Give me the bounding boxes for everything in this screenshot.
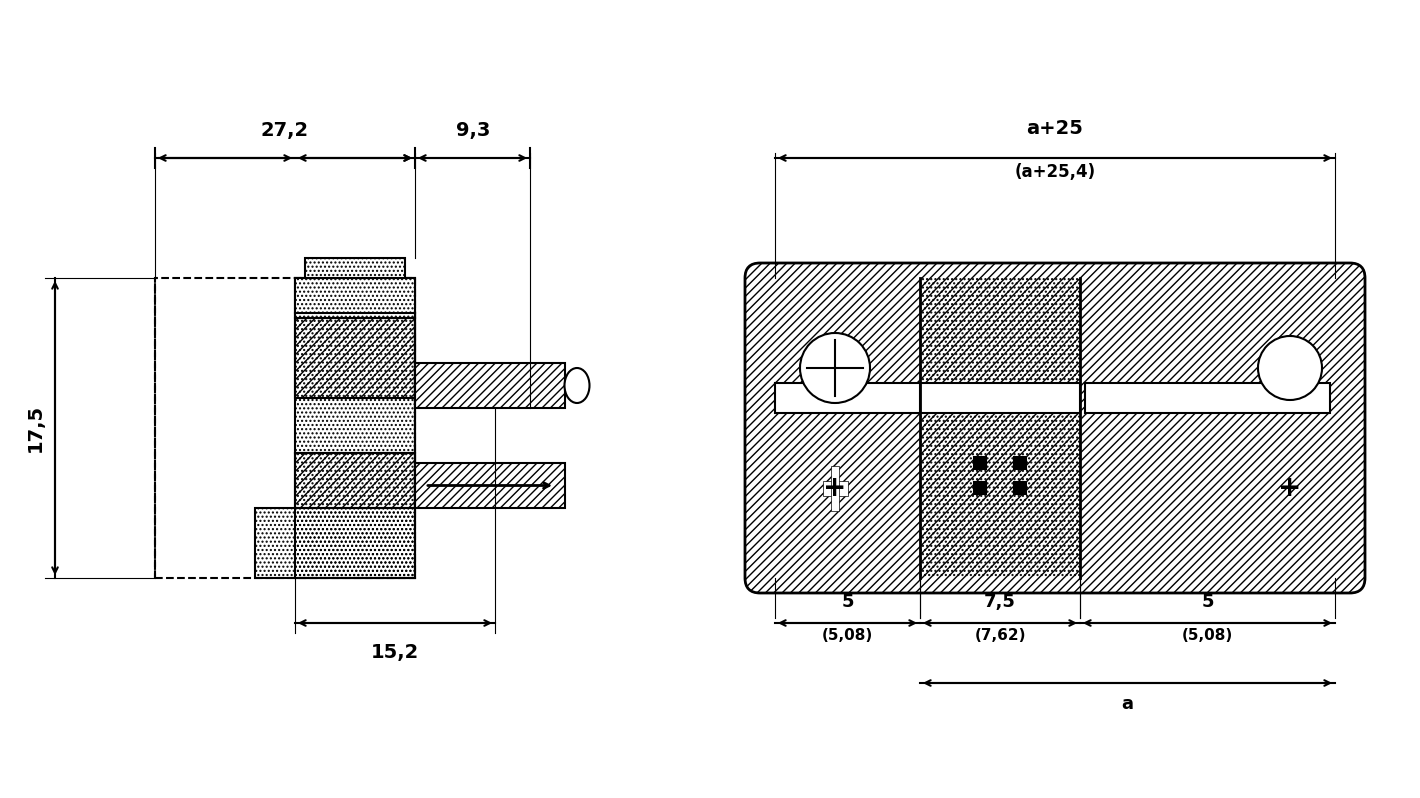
Bar [155,278,415,578]
Bar [305,258,405,278]
Text: (5,08): (5,08) [822,628,873,643]
Text: (5,08): (5,08) [1181,628,1233,643]
Text: 9,3: 9,3 [456,121,490,140]
Text: 7,5: 7,5 [984,593,1015,611]
Bar [1014,482,1027,494]
Bar [295,278,415,318]
Text: a: a [1122,695,1133,713]
Bar [295,453,415,508]
Bar [822,480,848,496]
Bar [415,463,565,508]
Text: 5: 5 [841,593,853,611]
Bar [1014,457,1027,469]
Text: (7,62): (7,62) [974,628,1025,643]
Bar [295,278,415,578]
Text: 17,5: 17,5 [26,404,44,452]
Text: 5: 5 [1201,593,1214,611]
Text: (a+25,4): (a+25,4) [1014,163,1096,181]
Text: a+25: a+25 [1027,119,1083,138]
Text: 27,2: 27,2 [261,121,310,140]
Bar [974,457,985,469]
Bar [1085,383,1331,413]
Ellipse shape [565,368,589,403]
Circle shape [1258,336,1322,400]
Bar [415,363,565,408]
Circle shape [799,333,870,403]
Bar [831,465,839,511]
Bar [920,383,1081,413]
Bar [295,318,415,398]
Text: 15,2: 15,2 [371,643,419,662]
Bar [775,383,920,413]
Bar [920,278,1081,578]
Bar [974,482,985,494]
Text: +: + [824,474,846,502]
Bar [256,508,415,578]
Text: +: + [1278,474,1302,502]
